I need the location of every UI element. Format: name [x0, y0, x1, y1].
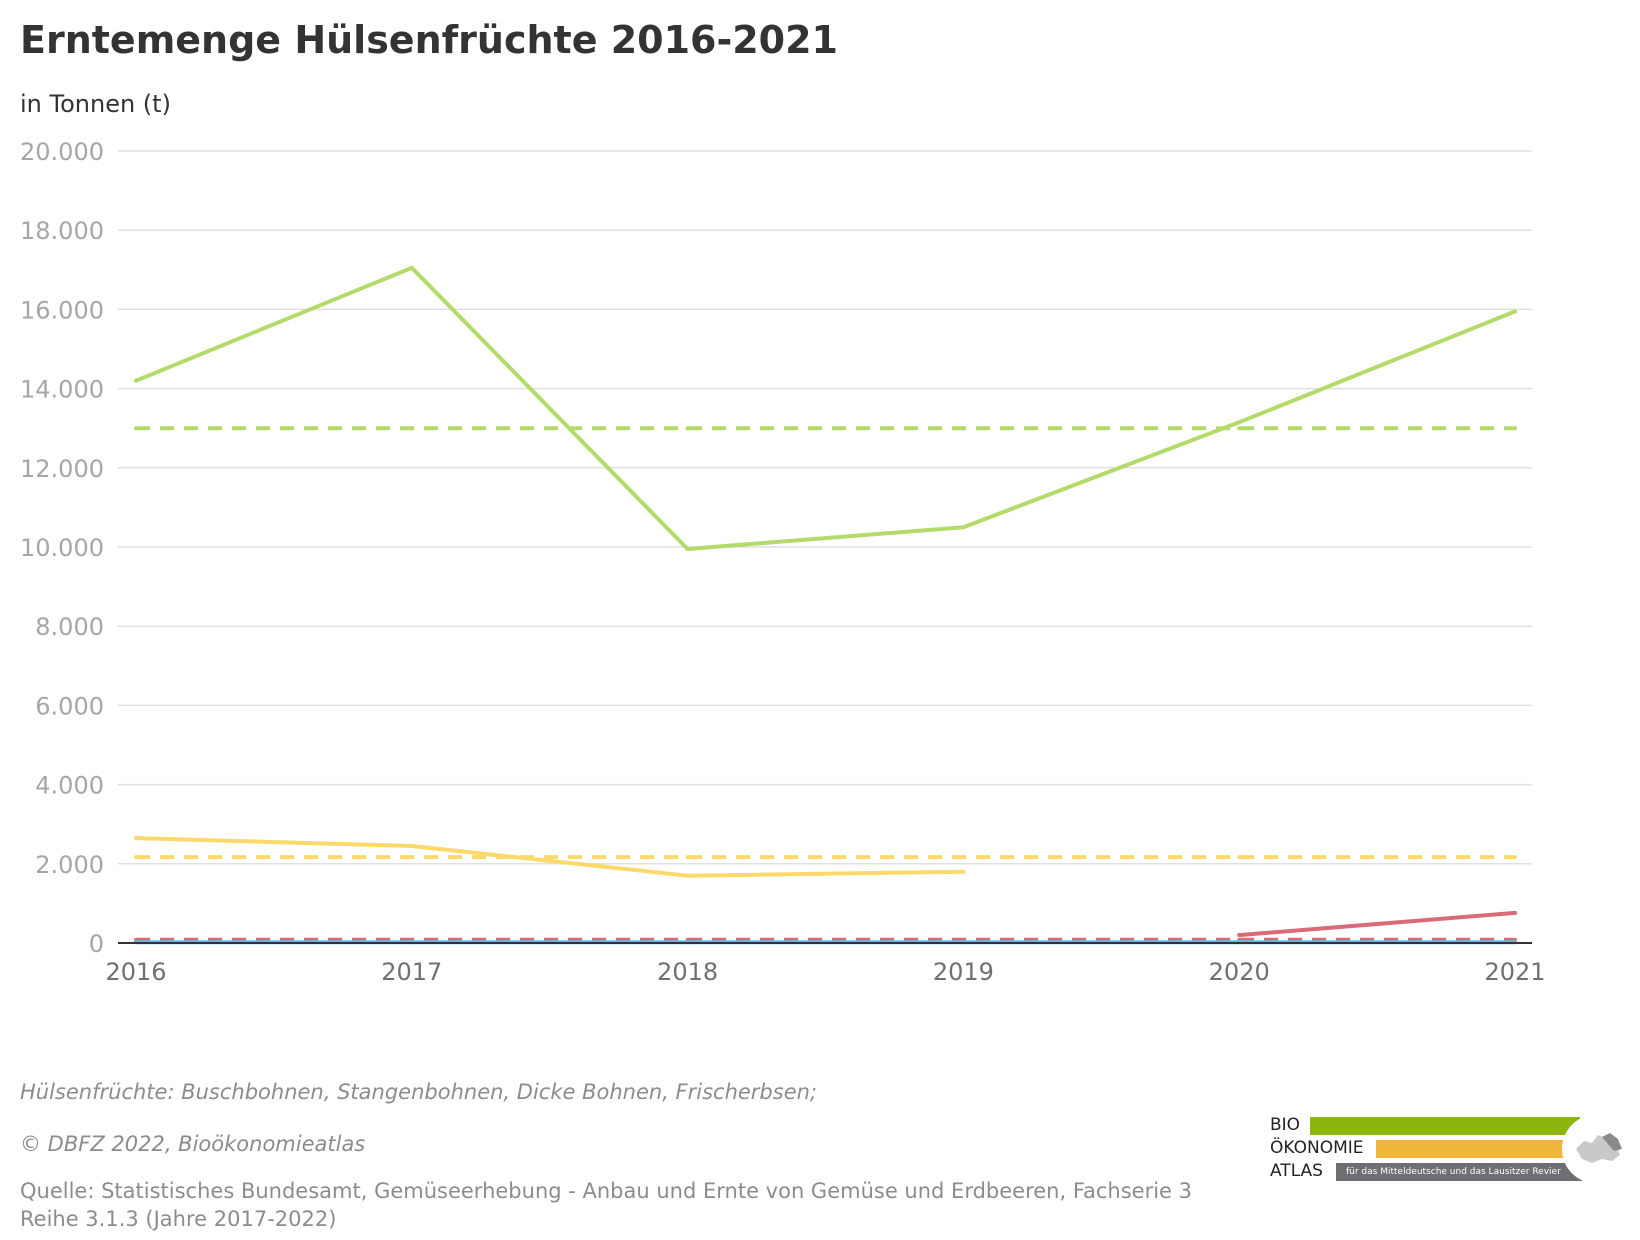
data-point — [134, 378, 138, 383]
logo-green-bar — [1310, 1117, 1580, 1135]
line-chart: 0 2.000 4.000 6.000 8.000 10.000 12.000 14.000 1… — [20, 138, 1546, 986]
data-point — [685, 426, 690, 431]
region-map-icon — [1562, 1115, 1628, 1183]
logo-tagline: für das Mitteldeutsche und das Lausitzer… — [1336, 1163, 1582, 1181]
bioeconomy-atlas-logo: BIO ÖKONOMIE ATLAS für das Mitteldeutsch… — [1270, 1115, 1630, 1185]
data-point — [409, 843, 414, 848]
x-tick-label: 2017 — [381, 958, 442, 986]
y-tick-label: 8.000 — [35, 613, 104, 641]
y-tick-label: 14.000 — [20, 376, 104, 404]
data-point — [134, 836, 138, 841]
x-axis-ticks: 2016 2017 2018 2019 2020 2021 — [105, 958, 1545, 986]
y-tick-label: 6.000 — [35, 692, 104, 720]
series-lines — [134, 265, 1517, 945]
data-point — [1237, 933, 1242, 938]
data-point — [409, 855, 414, 860]
source-line-2: Reihe 3.1.3 (Jahre 2017-2022) — [20, 1207, 337, 1231]
data-point — [1237, 426, 1242, 431]
logo-yellow-bar — [1376, 1140, 1578, 1158]
y-tick-label: 16.000 — [20, 296, 104, 324]
logo-text-atlas: ATLAS — [1270, 1161, 1323, 1181]
data-point — [409, 265, 414, 270]
y-tick-label: 12.000 — [20, 455, 104, 483]
data-point — [1237, 855, 1242, 860]
x-tick-label: 2016 — [105, 958, 166, 986]
data-point — [961, 855, 966, 860]
chart-subtitle: in Tonnen (t) — [20, 90, 171, 118]
footnote-source: Quelle: Statistisches Bundesamt, Gemüsee… — [20, 1177, 1240, 1233]
x-tick-label: 2019 — [933, 958, 994, 986]
data-point — [685, 873, 690, 878]
y-tick-label: 20.000 — [20, 138, 104, 166]
logo-text-bio: BIO — [1270, 1115, 1301, 1135]
x-tick-label: 2021 — [1484, 958, 1545, 986]
series-line-4 — [1237, 910, 1517, 938]
series-line-0 — [134, 265, 1517, 551]
data-point — [1237, 420, 1242, 425]
y-tick-label: 0 — [89, 930, 104, 958]
data-point — [961, 869, 966, 874]
chart-title: Erntemenge Hülsenfrüchte 2016-2021 — [20, 18, 839, 62]
footnote-copyright: © DBFZ 2022, Bioökonomieatlas — [20, 1132, 366, 1156]
y-tick-label: 10.000 — [20, 534, 104, 562]
source-line-1: Quelle: Statistisches Bundesamt, Gemüsee… — [20, 1179, 1192, 1203]
x-tick-label: 2018 — [657, 958, 718, 986]
data-point — [134, 855, 138, 860]
x-tick-label: 2020 — [1209, 958, 1270, 986]
series-line-2 — [134, 836, 966, 878]
y-axis-ticks: 0 2.000 4.000 6.000 8.000 10.000 12.000 14.000 1… — [20, 138, 104, 958]
y-tick-label: 4.000 — [35, 772, 104, 800]
data-point — [409, 426, 414, 431]
data-point — [1513, 910, 1517, 915]
data-point — [685, 546, 690, 551]
y-tick-label: 18.000 — [20, 217, 104, 245]
data-point — [961, 525, 966, 530]
footnote-crops: Hülsenfrüchte: Buschbohnen, Stangenbohne… — [20, 1080, 818, 1104]
data-point — [685, 855, 690, 860]
data-point — [1513, 855, 1517, 860]
data-point — [961, 426, 966, 431]
grid-lines — [118, 150, 1532, 865]
data-point — [134, 426, 138, 431]
data-point — [1513, 309, 1517, 314]
data-point — [1513, 426, 1517, 431]
logo-text-oekonomie: ÖKONOMIE — [1270, 1138, 1364, 1158]
y-tick-label: 2.000 — [35, 851, 104, 879]
